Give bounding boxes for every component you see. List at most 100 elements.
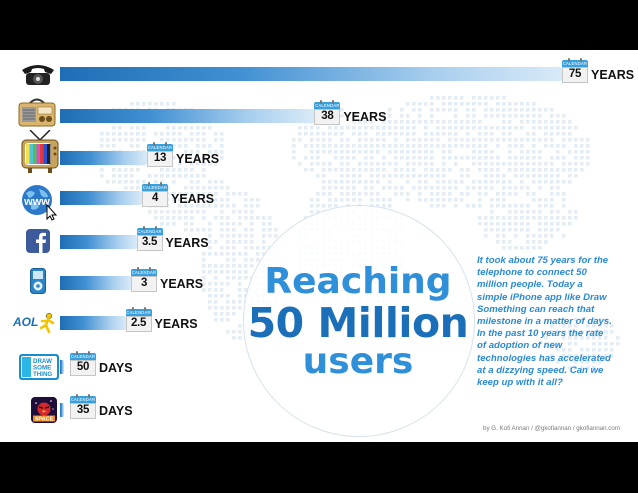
map-dot [610,330,614,334]
map-dot [496,114,500,118]
map-dot [250,222,254,226]
map-dot [550,234,554,238]
map-dot [418,162,422,166]
map-dot [352,192,356,196]
map-dot [424,150,428,154]
map-dot [562,222,566,226]
map-dot [364,150,368,154]
map-dot [520,180,524,184]
map-dot [544,126,548,130]
map-dot [538,174,542,178]
map-dot [184,174,188,178]
map-dot [184,138,188,142]
map-dot [586,348,590,352]
calendar-ring [165,142,167,146]
calendar-body [142,191,168,207]
map-dot [574,126,578,130]
map-dot [454,162,458,166]
map-dot [202,162,206,166]
map-dot [460,192,464,196]
map-dot [322,144,326,148]
map-dot [466,156,470,160]
map-dot [208,282,212,286]
map-dot [436,186,440,190]
map-dot [298,138,302,142]
map-dot [424,198,428,202]
map-dot [190,174,194,178]
map-dot [346,156,350,160]
map-dot [202,144,206,148]
map-dot [508,246,512,250]
draw-something-icon: DRAW SOME THING [19,354,59,380]
map-dot [610,354,614,358]
map-dot [604,330,608,334]
map-dot [430,150,434,154]
map-dot [448,198,452,202]
map-dot [352,126,356,130]
map-dot [472,126,476,130]
map-dot [532,156,536,160]
calendar-ring [76,394,78,398]
map-dot [562,324,566,328]
map-dot [376,180,380,184]
map-dot [514,192,518,196]
map-dot [400,108,404,112]
map-dot [550,342,554,346]
map-dot [394,186,398,190]
map-dot [472,204,476,208]
calendar-badge: CALENDAR 3 [131,267,157,292]
bar-ipod [60,276,131,290]
map-dot [418,120,422,124]
map-dot [442,156,446,160]
map-dot [382,186,386,190]
map-dot [478,102,482,106]
map-dot [478,120,482,124]
map-dot [472,156,476,160]
map-dot [412,132,416,136]
map-dot [442,180,446,184]
map-dot [334,126,338,130]
map-dot [532,198,536,202]
map-dot [226,192,230,196]
map-dot [586,138,590,142]
map-dot [562,162,566,166]
map-dot [310,210,314,214]
map-dot [568,342,572,346]
unit-label: YEARS [171,192,215,206]
map-dot [106,180,110,184]
bar-aol [60,316,126,330]
map-dot [172,102,176,106]
map-dot [484,114,488,118]
map-dot [418,198,422,202]
map-dot [106,138,110,142]
map-dot [562,120,566,124]
map-dot [430,168,434,172]
map-dot [250,258,254,262]
map-dot [388,162,392,166]
map-dot [142,138,146,142]
map-dot [244,252,248,256]
map-dot [562,204,566,208]
map-dot [538,138,542,142]
map-dot [520,138,524,142]
description-text: It took about 75 years for the telephone… [477,255,612,389]
map-dot [376,198,380,202]
map-dot [562,318,566,322]
map-dot [196,180,200,184]
map-dot [208,186,212,190]
map-dot [508,228,512,232]
map-dot [574,324,578,328]
map-dot [406,168,410,172]
map-dot [364,132,368,136]
map-dot [412,168,416,172]
map-dot [346,174,350,178]
map-dot [118,138,122,142]
map-dot [508,132,512,136]
map-dot [592,330,596,334]
map-dot [196,198,200,202]
map-dot [574,156,578,160]
map-dot [196,144,200,148]
map-dot [190,228,194,232]
map-dot [232,240,236,244]
map-dot [460,198,464,202]
